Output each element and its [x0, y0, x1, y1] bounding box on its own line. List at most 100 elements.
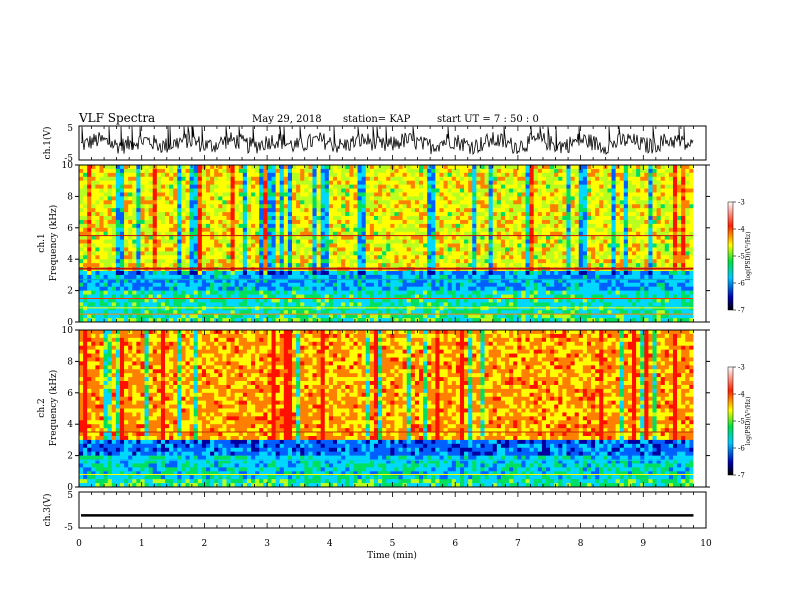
spectrogram-cell: [419, 310, 424, 315]
spectrogram-cell: [144, 168, 150, 174]
spectrogram-cell: [505, 168, 510, 174]
spectrogram-cell: [410, 290, 416, 295]
spectrogram-cell: [144, 263, 150, 268]
spectrogram-cell: [468, 204, 473, 209]
spectrogram-cell: [562, 235, 567, 240]
spectrogram-cell: [500, 274, 506, 280]
spectrogram-cell: [156, 286, 162, 292]
spectrogram-cell: [435, 274, 440, 280]
spectrogram-cell: [222, 286, 227, 292]
spectrogram-cell: [398, 290, 404, 295]
spectrogram-cell: [308, 251, 313, 256]
spectrogram-cell: [95, 188, 100, 193]
spectrogram-cell: [132, 212, 137, 217]
spectrogram-cell: [529, 216, 535, 221]
spectrogram-cell: [529, 255, 535, 260]
spectrogram-cell: [279, 204, 285, 209]
spectrogram-cell: [246, 219, 252, 225]
spectrogram-cell: [545, 270, 551, 276]
spectrogram-cell: [201, 219, 207, 225]
spectrogram-cell: [451, 282, 457, 288]
spectrogram-cell: [173, 314, 178, 319]
spectrogram-cell: [124, 247, 129, 252]
spectrogram-cell: [570, 212, 576, 217]
spectrogram-cell: [373, 227, 379, 233]
spectrogram-cell: [160, 223, 166, 229]
spectrogram-cell: [156, 235, 162, 240]
spectrogram-cell: [570, 168, 576, 174]
spectrogram-cell: [439, 263, 444, 268]
spectrogram-cell: [79, 247, 84, 252]
spectrogram-cell: [443, 196, 449, 201]
spectrogram-cell: [525, 239, 531, 244]
spectrogram-cell: [332, 255, 338, 260]
spectrogram-cell: [292, 263, 297, 268]
spectrogram-cell: [267, 219, 272, 225]
spectrogram-cell: [365, 278, 371, 284]
spectrogram-cell: [205, 243, 211, 248]
spectrogram-cell: [152, 180, 158, 186]
spectrogram-cell: [230, 231, 236, 237]
spectrogram-cell: [132, 204, 137, 209]
spectrogram-cell: [357, 184, 363, 189]
spectrogram-cell: [140, 192, 145, 197]
spectrogram-cell: [517, 227, 522, 233]
spectrogram-cell: [238, 235, 244, 240]
spectrogram-cell: [337, 247, 342, 252]
spectrogram-cell: [529, 259, 535, 264]
spectrogram-cell: [283, 306, 289, 311]
spectrogram-cell: [361, 270, 367, 276]
spectrogram-cell: [365, 318, 371, 323]
spectrogram-cell: [341, 168, 346, 174]
spectrogram-cell: [193, 298, 199, 303]
spectrogram-cell: [316, 231, 322, 237]
spectrogram-cell: [464, 204, 469, 209]
spectrogram-cell: [472, 274, 477, 280]
spectrogram-cell: [222, 200, 227, 205]
spectrogram-cell: [451, 180, 457, 186]
spectrogram-cell: [189, 227, 195, 233]
spectrogram-cell: [365, 204, 371, 209]
spectrogram-cell: [398, 255, 404, 260]
spectrogram-cell: [332, 318, 338, 323]
spectrogram-cell: [263, 200, 268, 205]
spectrogram-cell: [459, 318, 465, 323]
spectrogram-cell: [509, 184, 514, 189]
spectrogram-cell: [394, 227, 399, 233]
spectrogram-cell: [459, 274, 465, 280]
spectrogram-cell: [320, 259, 326, 264]
spectrogram-cell: [529, 251, 535, 256]
spectrogram-cell: [492, 200, 498, 205]
spectrogram-cell: [185, 259, 191, 264]
spectrogram-cell: [500, 247, 506, 252]
spectrogram-cell: [398, 231, 404, 237]
spectrogram-cell: [115, 259, 121, 264]
spectrogram-cell: [574, 263, 580, 268]
spectrogram-cell: [361, 204, 367, 209]
spectrogram-cell: [361, 188, 367, 193]
spectrogram-cell: [431, 278, 436, 284]
spectrogram-cell: [480, 239, 485, 244]
spectrogram-cell: [246, 270, 252, 276]
spectrogram-cell: [128, 259, 133, 264]
spectrogram-cell: [210, 180, 215, 186]
spectrogram-cell: [271, 204, 277, 209]
spectrogram-cell: [459, 165, 465, 170]
spectrogram-cell: [251, 251, 256, 256]
spectrogram-cell: [246, 200, 252, 205]
spectrogram-cell: [431, 200, 436, 205]
spectrogram-cell: [390, 227, 395, 233]
spectrogram-cell: [578, 192, 584, 197]
spectrogram-cell: [87, 208, 92, 213]
spectrogram-cell: [201, 294, 207, 299]
spectrogram-cell: [132, 184, 137, 189]
spectrogram-cell: [308, 306, 313, 311]
spectrogram-cell: [79, 274, 84, 280]
spectrogram-cell: [128, 165, 133, 170]
spectrogram-cell: [574, 196, 580, 201]
spectrogram-cell: [554, 208, 559, 213]
spectrogram-cell: [345, 168, 350, 174]
spectrogram-cell: [533, 294, 539, 299]
spectrogram-cell: [140, 318, 145, 323]
spectrogram-cell: [79, 192, 84, 197]
